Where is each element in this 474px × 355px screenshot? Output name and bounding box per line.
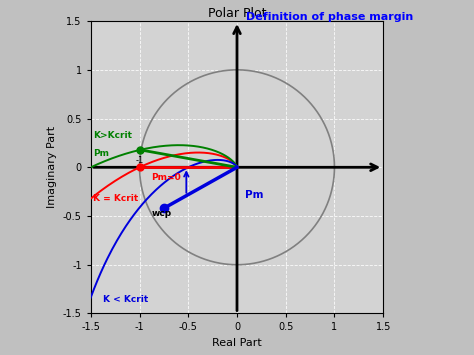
Text: K = Kcrit: K = Kcrit <box>93 195 138 203</box>
Y-axis label: Imaginary Part: Imaginary Part <box>47 126 57 208</box>
X-axis label: Real Part: Real Part <box>212 338 262 348</box>
Text: Pm=0: Pm=0 <box>151 173 181 182</box>
Text: K>Kcrit: K>Kcrit <box>93 131 132 140</box>
Text: wcp: wcp <box>151 209 172 218</box>
Text: -1: -1 <box>136 157 144 165</box>
Text: Pm: Pm <box>245 191 263 201</box>
Text: K < Kcrit: K < Kcrit <box>102 295 148 304</box>
Text: Definition of phase margin: Definition of phase margin <box>246 12 414 22</box>
Text: Pm: Pm <box>93 149 109 158</box>
Title: Polar Plot: Polar Plot <box>208 7 266 20</box>
